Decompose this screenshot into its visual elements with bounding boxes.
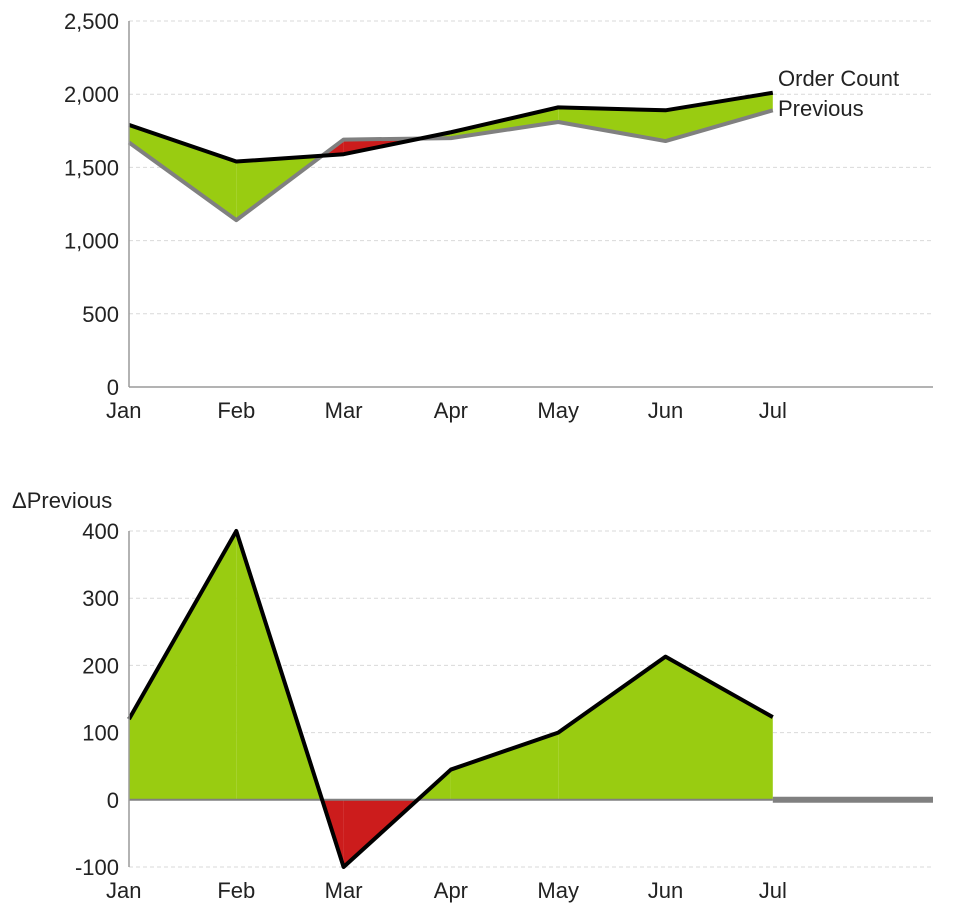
x-tick-label-top-feb: Feb xyxy=(217,398,255,423)
order-count-chart: 0 500 1,000 1,500 2,000 2,500 Jan Feb Mar Apr May J… xyxy=(64,9,933,423)
x-tick-label-top-mar: Mar xyxy=(325,398,363,423)
y-tick-label-top-4: 2,000 xyxy=(64,82,119,107)
delta-fill-segment-5 xyxy=(665,656,773,800)
x-tick-label-bottom-jul: Jul xyxy=(759,878,787,903)
y-tick-label-bottom-2: 100 xyxy=(82,721,119,746)
y-tick-label-top-5: 2,500 xyxy=(64,9,119,34)
y-tick-label-top-2: 1,000 xyxy=(64,229,119,254)
x-tick-label-bottom-jun: Jun xyxy=(648,878,683,903)
order-count-series-line xyxy=(128,90,774,164)
y-tick-label-top-3: 1,500 xyxy=(64,155,119,180)
x-tick-label-bottom-apr: Apr xyxy=(434,878,468,903)
y-tick-label-bottom-5: 400 xyxy=(82,519,119,544)
x-tick-label-top-apr: Apr xyxy=(434,398,468,423)
y-tick-label-bottom-3: 200 xyxy=(82,653,119,678)
delta-series-line xyxy=(127,529,774,869)
delta-fill-segment-0 xyxy=(129,531,237,800)
y-tick-label-top-1: 500 xyxy=(82,302,119,327)
y-tick-label-top-0: 0 xyxy=(107,375,119,400)
y-tick-label-bottom-1: 0 xyxy=(107,788,119,813)
y-tick-label-bottom-4: 300 xyxy=(82,586,119,611)
delta-chart-title: ΔPrevious xyxy=(12,488,112,513)
variance-fill-segment-5 xyxy=(665,92,773,142)
x-tick-label-bottom-may: May xyxy=(537,878,579,903)
x-tick-label-top-jul: Jul xyxy=(759,398,787,423)
previous-series-line xyxy=(127,108,774,223)
variance-fill-segment-0 xyxy=(129,124,237,221)
x-tick-label-bottom-feb: Feb xyxy=(217,878,255,903)
series-label-previous: Previous xyxy=(778,96,864,121)
delta-fill-segment-3 xyxy=(450,732,559,800)
y-tick-label-bottom-0: -100 xyxy=(75,855,119,880)
delta-fill-segment-4 xyxy=(558,656,666,800)
x-tick-label-top-may: May xyxy=(537,398,579,423)
delta-previous-chart: -100 0 100 200 300 400 ΔPrevious Jan Feb Mar Apr Ma… xyxy=(12,488,933,903)
x-tick-label-top-jun: Jun xyxy=(648,398,683,423)
series-label-order-count: Order Count xyxy=(778,66,899,91)
variance-fill-segment-4 xyxy=(558,107,666,142)
x-tick-label-bottom-jan: Jan xyxy=(106,878,141,903)
x-tick-label-top-jan: Jan xyxy=(106,398,141,423)
x-tick-label-bottom-mar: Mar xyxy=(325,878,363,903)
